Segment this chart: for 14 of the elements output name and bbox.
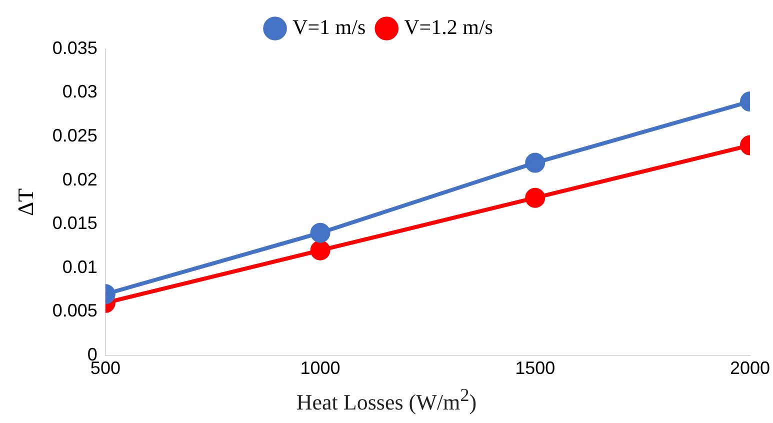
x-tick-label: 1500 bbox=[515, 358, 556, 378]
legend-label: V=1 m/s bbox=[292, 15, 366, 40]
x-tick-label: 1000 bbox=[300, 358, 340, 378]
y-tick-label: 0.035 bbox=[52, 38, 98, 58]
x-tick-label: 2000 bbox=[730, 358, 770, 378]
y-tick-label: 0.01 bbox=[62, 256, 98, 277]
y-axis-title: ΔT bbox=[12, 188, 38, 216]
y-tick-label: 0.025 bbox=[52, 126, 98, 146]
y-tick-label: 0.015 bbox=[52, 213, 98, 234]
y-tick-label: 0.02 bbox=[62, 169, 98, 190]
y-tick-label: 0.005 bbox=[52, 300, 98, 321]
x-axis-title: Heat Losses (W/m$^{2}$) bbox=[295, 384, 478, 415]
y-tick-label: 0.03 bbox=[62, 82, 98, 102]
legend-label: V=1.2 m/s bbox=[404, 15, 493, 40]
